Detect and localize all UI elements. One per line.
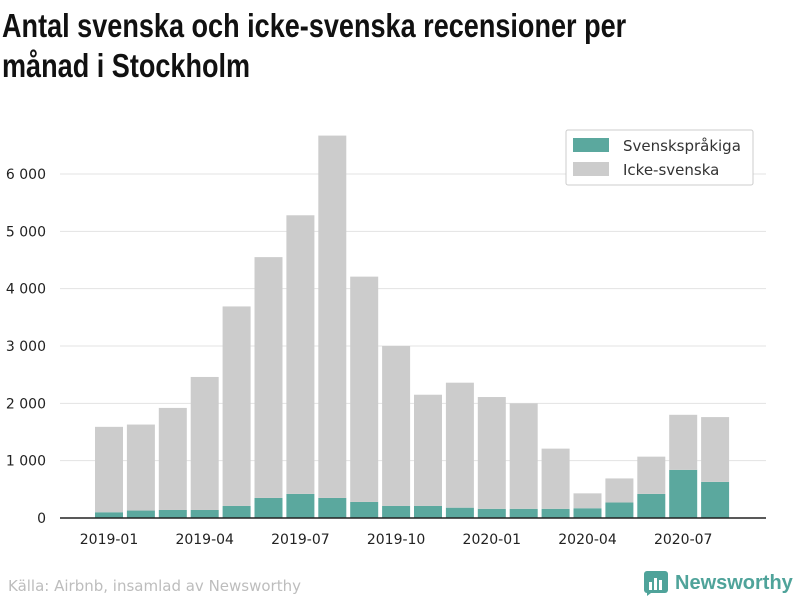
bar-svensksprakiga-2019-04 — [190, 509, 219, 518]
legend-box — [565, 129, 754, 186]
newsworthy-logo-icon — [644, 571, 668, 596]
bar-icke-svenska-2020-08 — [701, 417, 730, 482]
bar-icke-svenska-2020-01 — [477, 397, 506, 509]
bar-svensksprakiga-2019-03 — [158, 509, 187, 518]
legend-label-svensksprakiga: Svenskspråkiga — [623, 137, 741, 155]
y-axis-ticks: 0 1 000 2 000 3 000 4 000 5 000 6 000 — [6, 167, 46, 527]
bar-svensksprakiga-2019-06 — [254, 497, 283, 518]
x-tick-label: 2020-04 — [558, 532, 617, 548]
x-tick-label: 2019-10 — [367, 532, 426, 548]
bar-icke-svenska-2019-12 — [445, 382, 474, 508]
bar-svensksprakiga-2020-04 — [573, 508, 602, 518]
bar-svensksprakiga-2020-01 — [477, 508, 506, 518]
bar-icke-svenska-2019-10 — [382, 346, 411, 506]
bar-icke-svenska-2020-06 — [637, 456, 666, 494]
source-note: Källa: Airbnb, insamlad av Newsworthy — [8, 577, 301, 595]
y-tick-label: 4 000 — [6, 282, 46, 298]
bar-icke-svenska-2019-01 — [95, 426, 123, 513]
bars — [95, 135, 730, 518]
bar-icke-svenska-2019-04 — [190, 376, 219, 510]
bar-svensksprakiga-2020-08 — [701, 481, 730, 518]
bar-svensksprakiga-2019-11 — [414, 505, 442, 518]
bar-svensksprakiga-2019-08 — [318, 497, 347, 518]
legend-swatch-svensksprakiga — [573, 138, 609, 152]
y-tick-label: 2 000 — [6, 396, 46, 412]
bar-icke-svenska-2019-02 — [126, 424, 155, 511]
bar-svensksprakiga-2019-10 — [382, 505, 411, 518]
bar-icke-svenska-2019-03 — [158, 407, 187, 510]
x-tick-label: 2019-04 — [175, 532, 234, 548]
chart-canvas: 2019-01 2019-04 2019-07 2019-10 2020-01 2020-… — [6, 129, 766, 548]
bar-icke-svenska-2019-07 — [286, 215, 315, 494]
y-tick-label: 0 — [37, 511, 46, 527]
bar-icke-svenska-2019-08 — [318, 135, 347, 498]
bar-svensksprakiga-2020-03 — [541, 508, 570, 518]
legend: Svenskspråkiga Icke-svenska — [565, 129, 754, 186]
bar-svensksprakiga-2019-01 — [95, 512, 123, 518]
y-tick-label: 6 000 — [6, 167, 46, 183]
bar-icke-svenska-2020-03 — [541, 448, 570, 509]
bar-svensksprakiga-2019-09 — [350, 501, 379, 518]
x-tick-label: 2020-07 — [654, 532, 713, 548]
bar-icke-svenska-2019-11 — [414, 394, 442, 506]
bar-svensksprakiga-2019-02 — [126, 510, 155, 518]
legend-label-icke-svenska: Icke-svenska — [623, 161, 719, 179]
bar-icke-svenska-2020-02 — [509, 403, 538, 509]
newsworthy-logo: Newsworthy — [643, 569, 793, 597]
bar-icke-svenska-2019-05 — [222, 306, 251, 506]
y-tick-label: 1 000 — [6, 454, 46, 470]
bar-svensksprakiga-2019-12 — [445, 507, 474, 518]
x-tick-label: 2019-07 — [271, 532, 330, 548]
bar-svensksprakiga-2019-07 — [286, 493, 315, 518]
bar-svensksprakiga-2019-05 — [222, 505, 251, 518]
bar-icke-svenska-2019-06 — [254, 257, 283, 498]
bar-icke-svenska-2020-04 — [573, 493, 602, 509]
bar-icke-svenska-2019-09 — [350, 276, 379, 502]
legend-swatch-icke-svenska — [573, 162, 609, 176]
logo-text: Newsworthy — [675, 571, 793, 594]
bar-svensksprakiga-2020-07 — [669, 469, 698, 518]
y-tick-label: 5 000 — [6, 224, 46, 240]
bar-svensksprakiga-2020-05 — [605, 502, 634, 518]
bar-svensksprakiga-2020-06 — [637, 493, 666, 518]
x-tick-label: 2019-01 — [80, 532, 139, 548]
x-axis-ticks: 2019-01 2019-04 2019-07 2019-10 2020-01 2020-… — [80, 532, 713, 548]
bar-icke-svenska-2020-05 — [605, 478, 634, 503]
bar-icke-svenska-2020-07 — [669, 414, 698, 470]
chart-title: Antal svenska och icke-svenska recension… — [2, 7, 627, 84]
bar-svensksprakiga-2020-02 — [509, 508, 538, 518]
y-tick-label: 3 000 — [6, 339, 46, 355]
x-tick-label: 2020-01 — [463, 532, 522, 548]
